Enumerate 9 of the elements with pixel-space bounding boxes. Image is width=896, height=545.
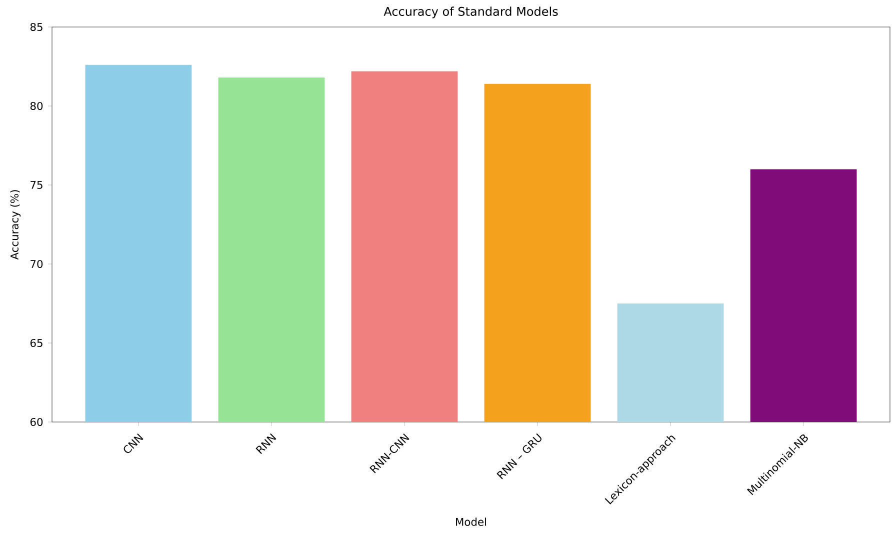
y-tick-label: 85 (30, 22, 42, 32)
y-tick-label: 75 (30, 181, 42, 189)
x-axis-title: Model (456, 518, 486, 526)
y-tick-label: 65 (30, 338, 42, 348)
y-tick-label: 60 (30, 418, 43, 426)
y-tick-label: 70 (30, 260, 43, 268)
y-tick-label: 80 (30, 102, 43, 110)
y-axis-title: Accuracy (%) (10, 190, 21, 260)
chart-title: Accuracy of Standard Models (384, 6, 558, 18)
